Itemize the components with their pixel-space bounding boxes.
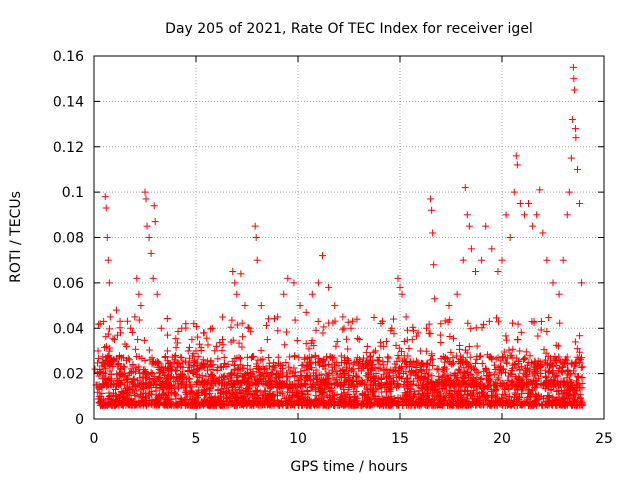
data-point — [416, 366, 424, 374]
data-point — [133, 387, 141, 395]
data-point — [374, 357, 382, 365]
data-point — [125, 356, 133, 364]
data-point — [565, 371, 573, 379]
data-point — [199, 356, 207, 364]
data-point — [174, 379, 182, 387]
data-point — [112, 386, 120, 394]
data-point — [519, 356, 527, 364]
data-point — [421, 370, 429, 378]
data-point — [98, 389, 106, 397]
data-point — [395, 374, 403, 382]
data-point — [161, 352, 169, 360]
data-point — [298, 373, 306, 381]
data-point — [506, 393, 514, 401]
data-point — [538, 401, 546, 409]
data-point — [477, 352, 485, 360]
data-point — [340, 389, 348, 397]
data-point — [502, 368, 510, 376]
data-point — [425, 395, 433, 403]
data-point — [131, 392, 139, 400]
data-point — [429, 361, 437, 369]
data-point — [171, 356, 179, 364]
data-point — [93, 388, 101, 396]
data-point — [518, 363, 526, 371]
data-point — [147, 390, 155, 398]
data-points — [91, 63, 587, 409]
data-point — [440, 368, 448, 376]
data-point — [290, 364, 298, 372]
data-point — [352, 388, 360, 396]
data-point — [476, 352, 484, 360]
data-point — [422, 366, 430, 374]
data-point — [305, 366, 313, 374]
data-point — [351, 393, 359, 401]
data-point — [406, 357, 414, 365]
data-point — [359, 354, 367, 362]
data-point — [265, 354, 273, 362]
data-point — [315, 354, 323, 362]
data-point — [454, 369, 462, 377]
data-point — [93, 359, 101, 367]
data-point — [148, 354, 156, 362]
data-point — [471, 359, 479, 367]
data-point — [95, 354, 103, 362]
data-point — [577, 364, 585, 372]
data-point — [404, 352, 412, 360]
data-point — [282, 359, 290, 367]
data-point — [106, 367, 114, 375]
data-point — [391, 360, 399, 368]
data-point — [520, 355, 528, 363]
data-point — [424, 361, 432, 369]
data-point — [307, 360, 315, 368]
data-point — [107, 370, 115, 378]
data-point — [220, 353, 228, 361]
data-point — [305, 358, 313, 366]
data-point — [295, 354, 303, 362]
data-point — [213, 366, 221, 374]
data-point — [325, 360, 333, 368]
data-point — [257, 356, 265, 364]
data-point — [175, 360, 183, 368]
data-point — [257, 372, 265, 380]
data-point — [141, 357, 149, 365]
data-point — [440, 363, 448, 371]
data-point — [269, 390, 277, 398]
data-point — [553, 387, 561, 395]
data-point — [545, 392, 553, 400]
data-point — [337, 352, 345, 360]
